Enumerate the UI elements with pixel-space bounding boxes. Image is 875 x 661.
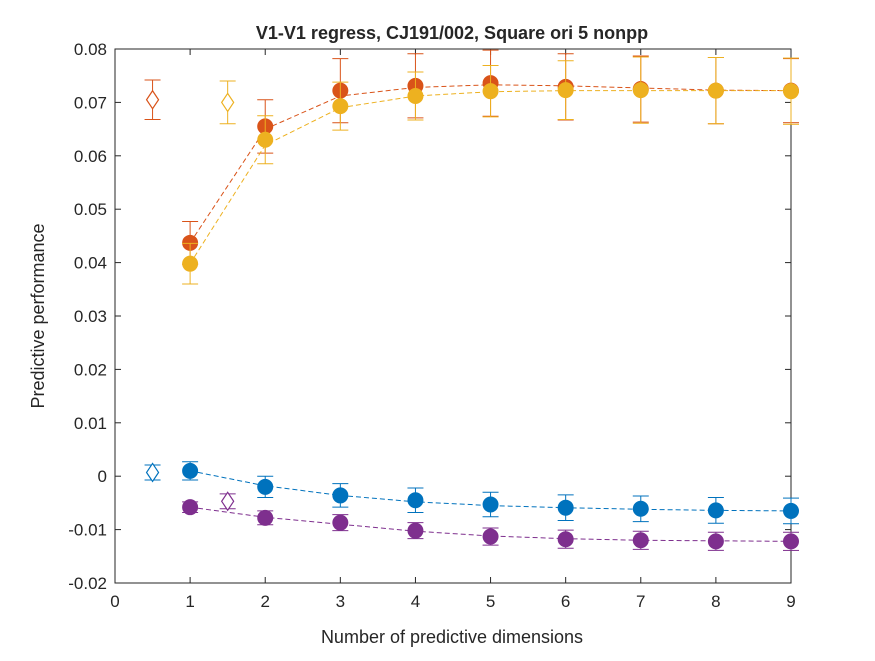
- data-point: [557, 82, 574, 99]
- x-tick-label: 7: [636, 592, 645, 611]
- y-tick-label: -0.01: [68, 521, 107, 540]
- data-point: [632, 82, 649, 99]
- data-point: [783, 533, 799, 550]
- ridge-marker: [220, 92, 235, 113]
- data-point: [482, 496, 499, 513]
- data-point: [407, 87, 424, 104]
- x-tick-label: 2: [260, 592, 269, 611]
- data-point: [707, 533, 724, 550]
- data-series: [182, 491, 799, 551]
- data-point: [257, 131, 274, 148]
- x-axis-label: Number of predictive dimensions: [321, 627, 583, 647]
- x-tick-label: 0: [110, 592, 119, 611]
- data-series: [182, 56, 799, 285]
- y-tick-label: 0.06: [74, 147, 107, 166]
- y-tick-label: 0.07: [74, 93, 107, 112]
- x-tick-label: 6: [561, 592, 570, 611]
- y-tick-label: 0.02: [74, 360, 107, 379]
- ridge-marker: [145, 462, 160, 483]
- ridge-marker: [145, 89, 160, 110]
- fit-line: [189, 90, 791, 264]
- y-tick-label: 0.01: [74, 414, 107, 433]
- y-tick-label: 0.05: [74, 200, 107, 219]
- x-tick-label: 1: [185, 592, 194, 611]
- data-point: [632, 500, 649, 517]
- x-tick-label: 3: [336, 592, 345, 611]
- y-tick-label: 0: [98, 467, 107, 486]
- data-point: [332, 98, 349, 115]
- chart-title: V1-V1 regress, CJ191/002, Square ori 5 n…: [256, 23, 648, 43]
- y-tick-label: 0.04: [74, 254, 107, 273]
- axes-box: [114, 48, 792, 584]
- data-point: [707, 82, 724, 99]
- data-point: [482, 83, 499, 100]
- x-tick-label: 8: [711, 592, 720, 611]
- data-point: [332, 514, 349, 531]
- data-point: [182, 462, 199, 479]
- data-point: [407, 522, 424, 539]
- y-tick-label: -0.02: [68, 574, 107, 593]
- data-point: [632, 532, 649, 549]
- y-axis-label: Predictive performance: [28, 223, 48, 408]
- data-point: [707, 502, 724, 519]
- data-point: [257, 509, 274, 526]
- data-point: [332, 487, 349, 504]
- data-point: [257, 478, 274, 495]
- data-point: [557, 499, 574, 516]
- plot-area: 0 1 2 3 4 5 6 7 8 9 -0.02 -0.01 0 0.01 0.02 0.03 0.04 0.0…: [68, 40, 799, 611]
- fit-line: [190, 506, 792, 542]
- data-point: [557, 531, 574, 548]
- data-point: [182, 255, 199, 272]
- ridge-marker: [220, 491, 235, 512]
- y-tick-label: 0.03: [74, 307, 107, 326]
- data-point: [783, 502, 799, 519]
- data-point: [482, 528, 499, 545]
- x-tick-label: 4: [411, 592, 420, 611]
- x-tick-label: 9: [786, 592, 795, 611]
- data-point: [407, 492, 424, 509]
- y-tick-label: 0.08: [74, 40, 107, 59]
- data-point: [783, 83, 799, 100]
- data-series: [144, 461, 799, 525]
- data-point: [182, 499, 199, 516]
- x-tick-label: 5: [486, 592, 495, 611]
